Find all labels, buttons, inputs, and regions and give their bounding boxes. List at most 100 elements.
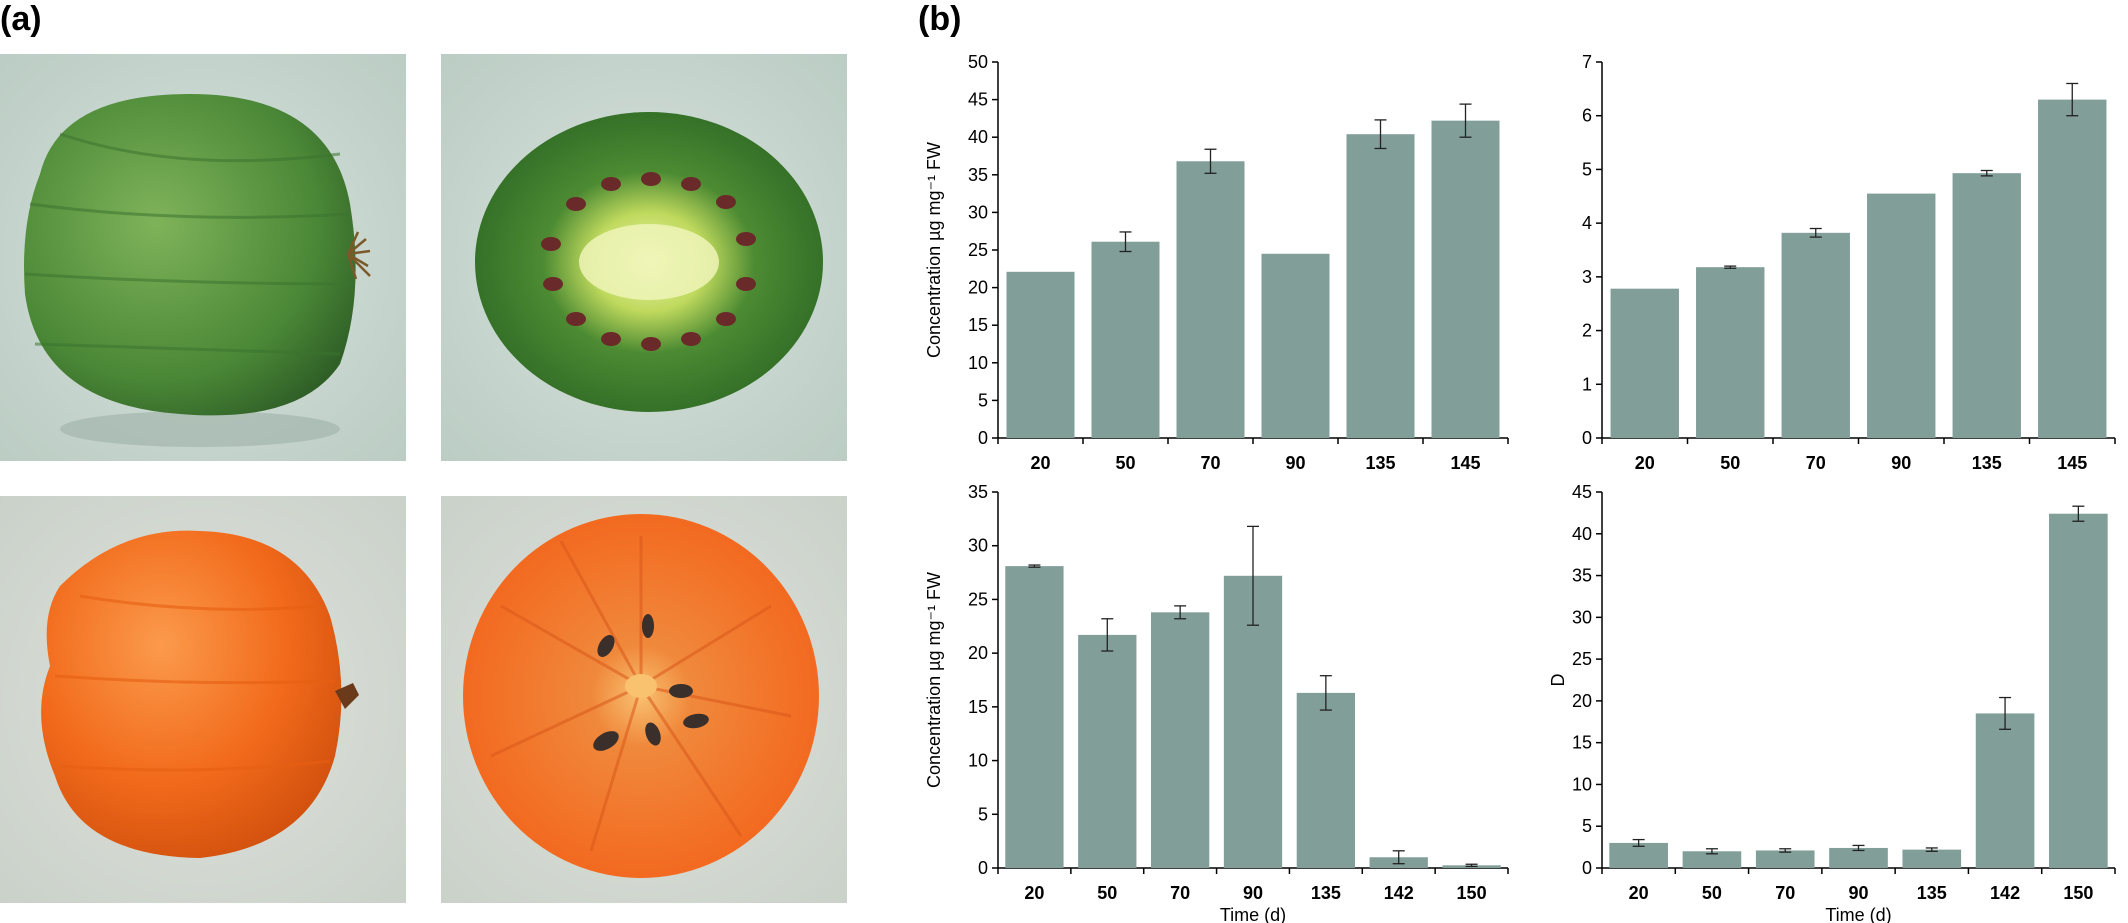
chart-bottom-left: 0 5 10 15 20 25 30 35 20 50 70 90 135 142 150 Concentra… (918, 480, 1518, 923)
y-tick-label: 45 (1572, 482, 1592, 502)
error-bar (1809, 227, 1822, 238)
y-axis-title: Concentration µg mg⁻¹ FW (924, 572, 944, 788)
error-bar (1101, 618, 1114, 652)
bar (1696, 267, 1765, 438)
error-bar (1980, 169, 1993, 177)
x-category-label: 150 (1457, 883, 1487, 903)
photo-green-fruit-whole (0, 54, 406, 461)
error-bar (1119, 231, 1132, 253)
x-category-label: 50 (1115, 453, 1135, 473)
x-category-label: 135 (1917, 883, 1947, 903)
x-category-label: 90 (1285, 453, 1305, 473)
bar (1609, 842, 1668, 868)
x-category-label: 50 (1097, 883, 1117, 903)
error-bar (1204, 148, 1217, 174)
y-tick-label: 25 (1572, 649, 1592, 669)
bar (1610, 288, 1679, 438)
photo-orange-fruit-cut (441, 496, 847, 903)
y-tick-label: 0 (978, 858, 988, 878)
y-tick-label: 25 (968, 589, 988, 609)
y-tick-label: 10 (968, 353, 988, 373)
y-tick-label: 20 (1572, 691, 1592, 711)
error-bar (1925, 847, 1938, 852)
x-category-label: 90 (1848, 883, 1868, 903)
y-axis-title: D (1548, 674, 1568, 687)
y-tick-label: 0 (978, 428, 988, 448)
x-category-label: 70 (1170, 883, 1190, 903)
bar (1006, 271, 1075, 438)
bar (1829, 847, 1888, 868)
y-tick-label: 0 (1582, 858, 1592, 878)
panel-label-a: (a) (0, 0, 42, 38)
chart-bottom-right: 0 5 10 15 20 25 30 35 40 45 20 50 70 90 135 142 150 D Time… (1530, 480, 2128, 923)
y-tick-label: 10 (1572, 774, 1592, 794)
error-bar (1319, 675, 1332, 711)
x-category-label: 20 (1024, 883, 1044, 903)
x-category-label: 50 (1702, 883, 1722, 903)
error-bar (1459, 103, 1472, 138)
bar (1176, 161, 1245, 438)
y-tick-label: 3 (1582, 267, 1592, 287)
x-category-label: 70 (1775, 883, 1795, 903)
x-category-label: 135 (1365, 453, 1395, 473)
y-tick-label: 4 (1582, 213, 1592, 233)
y-tick-label: 30 (968, 536, 988, 556)
x-category-label: 142 (1384, 883, 1414, 903)
y-tick-label: 5 (1582, 159, 1592, 179)
error-bar (1779, 848, 1792, 853)
error-bar (1392, 850, 1405, 865)
y-tick-label: 15 (1572, 733, 1592, 753)
y-tick-label: 40 (1572, 524, 1592, 544)
y-tick-label: 6 (1582, 106, 1592, 126)
error-bar (1374, 119, 1387, 150)
y-tick-label: 35 (968, 482, 988, 502)
error-bar (1999, 696, 2012, 730)
photo-green-fruit-cut (441, 54, 847, 461)
y-tick-label: 15 (968, 697, 988, 717)
x-category-label: 20 (1635, 453, 1655, 473)
x-category-label: 145 (2057, 453, 2087, 473)
bar (1867, 193, 1936, 438)
bar (2049, 513, 2108, 868)
x-axis-title: Time (d) (1825, 905, 1891, 923)
x-category-label: 70 (1200, 453, 1220, 473)
x-category-label: 20 (1030, 453, 1050, 473)
y-tick-label: 2 (1582, 321, 1592, 341)
x-category-label: 135 (1972, 453, 2002, 473)
y-tick-label: 7 (1582, 52, 1592, 72)
error-bar (1632, 838, 1645, 847)
bar (1902, 849, 1962, 868)
y-tick-label: 5 (978, 804, 988, 824)
x-category-label: 90 (1891, 453, 1911, 473)
x-category-label: 150 (2063, 883, 2093, 903)
y-tick-label: 30 (1572, 607, 1592, 627)
chart-top-right: 0 1 2 3 4 5 6 7 20 50 70 90 135 145 (1530, 50, 2128, 473)
error-bar (1028, 564, 1041, 568)
bar (1078, 634, 1137, 868)
y-tick-label: 1 (1582, 374, 1592, 394)
bar (1755, 850, 1815, 868)
x-category-label: 50 (1720, 453, 1740, 473)
y-tick-label: 40 (968, 127, 988, 147)
bar (1975, 713, 2035, 868)
bar (1091, 241, 1160, 438)
error-bar (1174, 605, 1187, 620)
photo-orange-fruit-whole (0, 496, 406, 903)
y-tick-label: 20 (968, 278, 988, 298)
bar (2038, 99, 2107, 438)
x-axis-title: Time (d) (1220, 905, 1286, 923)
y-tick-label: 35 (968, 165, 988, 185)
y-tick-label: 25 (968, 240, 988, 260)
bar (1346, 134, 1415, 438)
x-category-label: 20 (1629, 883, 1649, 903)
y-tick-label: 5 (978, 390, 988, 410)
error-bar (1247, 525, 1259, 626)
x-category-label: 135 (1311, 883, 1341, 903)
y-tick-label: 30 (968, 202, 988, 222)
bar (1151, 612, 1210, 868)
x-category-label: 142 (1990, 883, 2020, 903)
error-bar (1465, 863, 1478, 868)
x-category-label: 145 (1450, 453, 1480, 473)
error-bar (1705, 848, 1718, 855)
error-bar (1852, 844, 1865, 852)
